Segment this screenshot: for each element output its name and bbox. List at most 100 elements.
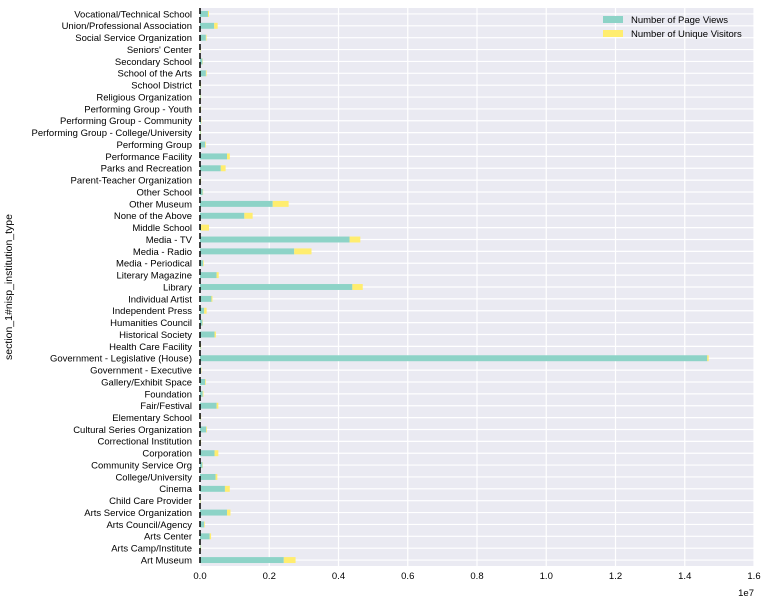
bar-unique-visitors-performance-facility bbox=[227, 153, 230, 160]
bar-unique-visitors-corporation bbox=[214, 450, 219, 457]
bar-page-views-union-professional-association bbox=[200, 22, 215, 29]
bar-page-views-historical-society bbox=[200, 331, 215, 338]
y-tick-label-individual-artist: Individual Artist bbox=[128, 294, 192, 305]
legend: Number of Page Views Number of Unique Vi… bbox=[603, 15, 742, 40]
x-tick-label: 1.0 bbox=[540, 571, 553, 582]
bar-unique-visitors-cinema bbox=[224, 485, 230, 492]
bar-unique-visitors-literary-magazine bbox=[216, 272, 219, 279]
bar-page-views-other-school bbox=[200, 189, 203, 195]
y-tick-label-gallery-exhibit-space: Gallery/Exhibit Space bbox=[101, 377, 192, 388]
bar-page-views-religious-organization bbox=[200, 94, 201, 101]
bar-page-views-arts-service-organization bbox=[200, 509, 228, 516]
y-tick-label-library: Library bbox=[163, 282, 192, 293]
bar-unique-visitors-media-periodical bbox=[203, 260, 204, 267]
y-tick-label-other-museum: Other Museum bbox=[129, 199, 192, 210]
bar-unique-visitors-independent-press bbox=[204, 307, 207, 314]
y-tick-label-media-periodical: Media - Periodical bbox=[116, 259, 192, 270]
bar-unique-visitors-government-legislative-house bbox=[707, 355, 709, 362]
y-tick-label-vocational-technical-school: Vocational/Technical School bbox=[74, 9, 192, 20]
legend-label-unique-visitors: Number of Unique Visitors bbox=[631, 29, 742, 40]
y-tick-label-child-care-provider: Child Care Provider bbox=[109, 496, 192, 507]
y-tick-label-seniors-center: Seniors' Center bbox=[127, 45, 192, 56]
y-tick-label-government-legislative-house: Government - Legislative (House) bbox=[50, 354, 192, 365]
bar-unique-visitors-arts-council-agency bbox=[204, 521, 205, 528]
y-tick-label-religious-organization: Religious Organization bbox=[96, 92, 192, 103]
bar-unique-visitors-none-of-the-above bbox=[244, 212, 253, 219]
bar-unique-visitors-media-radio bbox=[294, 248, 312, 255]
y-tick-label-fair-festival: Fair/Festival bbox=[140, 401, 192, 412]
bar-page-views-vocational-technical-school bbox=[200, 10, 208, 17]
bar-unique-visitors-gallery-exhibit-space bbox=[205, 379, 206, 385]
bar-unique-visitors-cultural-series-organization bbox=[206, 426, 207, 433]
bar-unique-visitors-school-of-the-arts bbox=[205, 70, 207, 77]
y-tick-label-union-professional-association: Union/Professional Association bbox=[62, 21, 192, 32]
bar-page-views-other-museum bbox=[200, 200, 273, 207]
bar-page-views-arts-center bbox=[200, 533, 210, 540]
y-tick-label-media-radio: Media - Radio bbox=[133, 247, 192, 258]
bar-page-views-school-of-the-arts bbox=[200, 70, 206, 77]
y-tick-label-cinema: Cinema bbox=[159, 484, 192, 495]
x-tick-label: 1.2 bbox=[609, 571, 622, 582]
y-tick-label-performing-group-youth: Performing Group - Youth bbox=[84, 104, 192, 115]
y-tick-label-independent-press: Independent Press bbox=[112, 306, 192, 317]
y-tick-label-foundation: Foundation bbox=[144, 389, 192, 400]
bar-unique-visitors-union-professional-association bbox=[214, 22, 218, 29]
bar-unique-visitors-fair-festival bbox=[216, 402, 219, 409]
x-tick-labels: 0.0 0.2 0.4 0.6 0.8 1.0 1.2 1.4 1.6 bbox=[193, 571, 760, 582]
bar-page-views-independent-press bbox=[200, 307, 205, 314]
bar-page-views-media-periodical bbox=[200, 260, 204, 267]
y-tick-label-literary-magazine: Literary Magazine bbox=[116, 271, 192, 282]
y-tick-label-corporation: Corporation bbox=[142, 449, 192, 460]
x-tick-label: 0.8 bbox=[470, 571, 483, 582]
x-tick-label: 1.6 bbox=[747, 571, 760, 582]
bar-page-views-none-of-the-above bbox=[200, 212, 245, 219]
y-tick-label-arts-council-agency: Arts Council/Agency bbox=[106, 520, 192, 531]
bar-page-views-secondary-school bbox=[200, 58, 203, 65]
bar-unique-visitors-arts-center bbox=[209, 533, 212, 540]
y-tick-label-humanities-council: Humanities Council bbox=[110, 318, 192, 329]
y-tick-label-other-school: Other School bbox=[137, 187, 192, 198]
legend-swatch-page-views bbox=[603, 16, 623, 23]
y-tick-label-art-museum: Art Museum bbox=[141, 555, 192, 566]
x-tick-label: 0.2 bbox=[263, 571, 276, 582]
bar-page-views-government-legislative-house bbox=[200, 355, 708, 362]
bar-unique-visitors-foundation bbox=[202, 390, 204, 397]
y-tick-label-school-district: School District bbox=[131, 81, 192, 92]
bar-unique-visitors-individual-artist bbox=[211, 295, 213, 302]
bar-unique-visitors-arts-service-organization bbox=[227, 509, 231, 516]
bars bbox=[200, 10, 709, 564]
grid-lines bbox=[199, 8, 755, 566]
y-tick-label-arts-camp-institute: Arts Camp/Institute bbox=[111, 544, 192, 555]
bar-page-views-gallery-exhibit-space bbox=[200, 379, 206, 385]
y-tick-label-elementary-school: Elementary School bbox=[112, 413, 192, 424]
bar-unique-visitors-performing-group bbox=[205, 141, 206, 148]
bar-unique-visitors-library bbox=[352, 284, 363, 290]
bar-page-views-literary-magazine bbox=[200, 272, 217, 279]
bar-page-views-individual-artist bbox=[200, 295, 212, 302]
bar-unique-visitors-social-service-organization bbox=[205, 34, 207, 41]
y-tick-label-social-service-organization: Social Service Organization bbox=[75, 33, 192, 44]
bar-page-views-media-radio bbox=[200, 248, 295, 255]
legend-swatch-unique-visitors bbox=[603, 30, 623, 37]
y-tick-label-none-of-the-above: None of the Above bbox=[114, 211, 192, 222]
x-tick-label: 1.4 bbox=[678, 571, 691, 582]
y-tick-label-performing-group: Performing Group bbox=[116, 140, 192, 151]
y-tick-label-arts-center: Arts Center bbox=[144, 532, 192, 543]
bar-page-views-performing-group-college-university bbox=[200, 129, 201, 136]
bar-page-views-arts-council-agency bbox=[200, 521, 205, 528]
x-tick-label: 0.6 bbox=[401, 571, 414, 582]
bar-unique-visitors-media-tv bbox=[349, 236, 361, 243]
y-tick-label-parks-and-recreation: Parks and Recreation bbox=[101, 164, 192, 175]
bar-unique-visitors-vocational-technical-school bbox=[207, 10, 210, 17]
legend-label-page-views: Number of Page Views bbox=[631, 15, 728, 26]
y-tick-label-secondary-school: Secondary School bbox=[115, 57, 192, 68]
bar-page-views-college-university bbox=[200, 473, 216, 480]
bar-page-views-performing-group bbox=[200, 141, 206, 148]
bar-unique-visitors-historical-society bbox=[214, 331, 216, 338]
y-tick-label-middle-school: Middle School bbox=[132, 223, 192, 234]
bar-page-views-performance-facility bbox=[200, 153, 228, 160]
y-tick-label-government-executive: Government - Executive bbox=[90, 366, 192, 377]
y-tick-label-correctional-institution: Correctional Institution bbox=[97, 437, 192, 448]
